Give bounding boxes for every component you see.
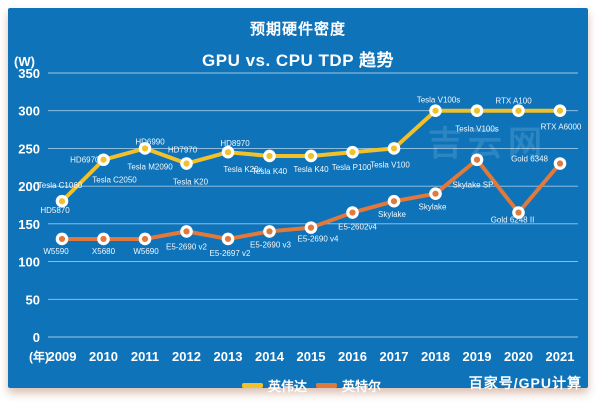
legend-item-nvidia: 英伟达 — [242, 376, 307, 395]
legend-label-intel: 英特尔 — [342, 379, 382, 394]
legend-item-intel: 英特尔 — [316, 376, 381, 395]
chart-title: 预期硬件密度 GPU vs. CPU TDP 趋势 — [8, 18, 588, 71]
chart-footer: 英伟达 英特尔 百家号/GPU计算 — [8, 370, 588, 396]
chart-card: 预期硬件密度 GPU vs. CPU TDP 趋势 吉云网 英伟达 英特尔 百家… — [8, 8, 588, 394]
legend: 英伟达 英特尔 — [242, 376, 381, 395]
intel-line-swatch-icon — [316, 383, 338, 388]
chart-title-line2: GPU vs. CPU TDP 趋势 — [202, 51, 394, 70]
chart-title-line1: 预期硬件密度 — [249, 21, 346, 38]
watermark-text: 吉云网 — [428, 125, 548, 163]
nvidia-line-swatch-icon — [242, 383, 263, 388]
legend-label-nvidia: 英伟达 — [268, 379, 308, 394]
credit-text: 百家号/GPU计算 — [468, 375, 582, 391]
